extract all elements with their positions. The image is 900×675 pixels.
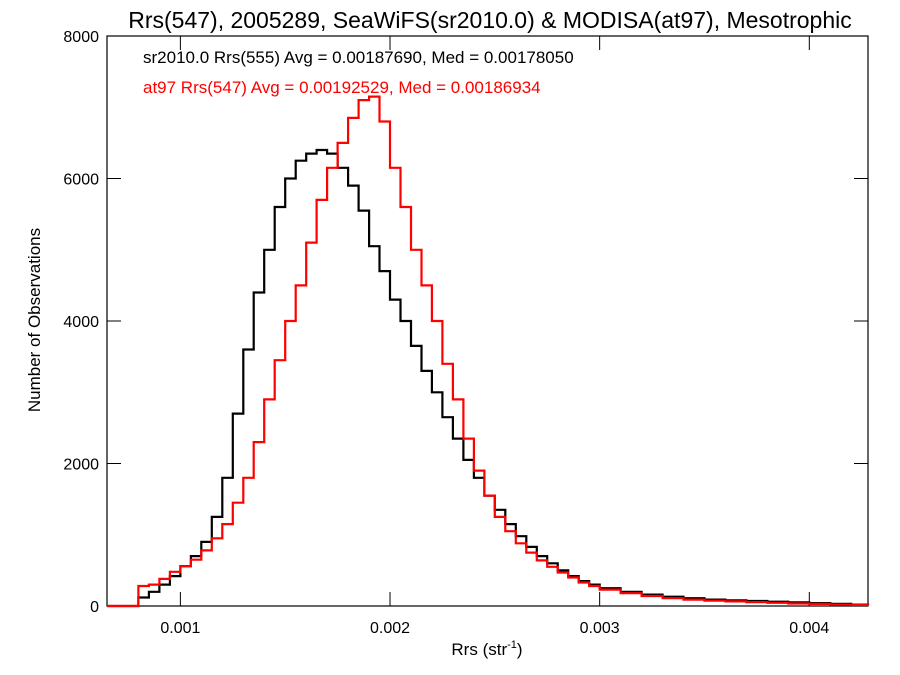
- y-tick-label: 4000: [63, 314, 99, 331]
- x-axis-label-main: Rrs (str: [451, 640, 507, 659]
- x-tick-label: 0.004: [789, 620, 829, 637]
- x-tick-label: 0.001: [160, 620, 200, 637]
- plot-frame: [106, 35, 869, 607]
- y-tick-label: 0: [90, 599, 99, 616]
- x-tick-label: 0.003: [580, 620, 620, 637]
- y-axis-label: Number of Observations: [25, 228, 44, 412]
- x-axis-label: Rrs (str-1): [451, 639, 522, 659]
- y-tick-label: 8000: [63, 29, 99, 46]
- series-line-red: [107, 95, 870, 608]
- x-axis-label-sup: -1: [507, 639, 517, 651]
- legend-entry-red: at97 Rrs(547) Avg = 0.00192529, Med = 0.…: [143, 78, 541, 97]
- y-axis: 0 2000 4000 6000 8000: [63, 29, 868, 616]
- x-axis: 0.001 0.002 0.003 0.004: [160, 36, 829, 637]
- series-layer: [107, 95, 870, 608]
- legend-entry-black: sr2010.0 Rrs(555) Avg = 0.00187690, Med …: [143, 48, 574, 67]
- x-axis-label-end: ): [517, 640, 523, 659]
- series-line-black: [107, 148, 870, 608]
- x-tick-label: 0.002: [370, 620, 410, 637]
- y-tick-label: 6000: [63, 172, 99, 189]
- y-tick-label: 2000: [63, 457, 99, 474]
- chart-title: Rrs(547), 2005289, SeaWiFS(sr2010.0) & M…: [128, 7, 852, 33]
